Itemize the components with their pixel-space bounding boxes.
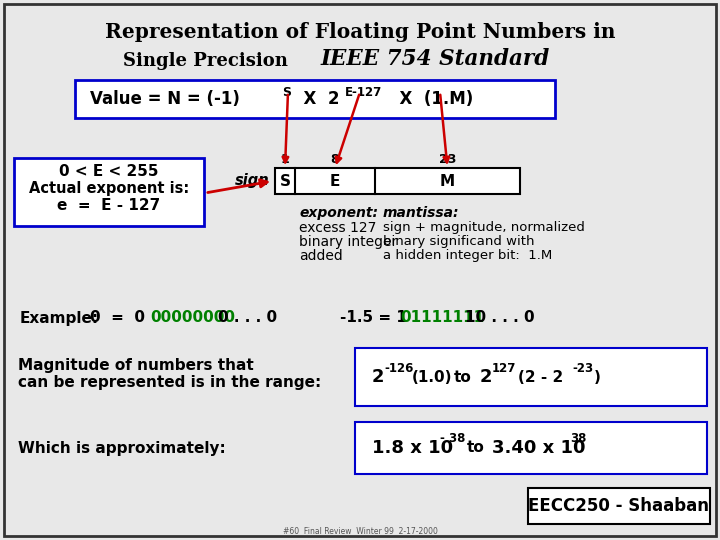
Text: Representation of Floating Point Numbers in: Representation of Floating Point Numbers… (104, 22, 616, 42)
Text: IEEE 754 Standard: IEEE 754 Standard (320, 48, 549, 70)
Text: Example:: Example: (20, 310, 99, 326)
Bar (275, 168, 520, 194)
Text: e  =  E - 127: e = E - 127 (58, 199, 161, 213)
Text: can be represented is in the range:: can be represented is in the range: (18, 375, 321, 390)
Text: S: S (282, 85, 291, 98)
Text: (2 - 2: (2 - 2 (518, 369, 563, 384)
Text: 38: 38 (570, 433, 586, 446)
Text: 01111111: 01111111 (400, 310, 484, 326)
Text: (1.0): (1.0) (412, 369, 452, 384)
Text: 23: 23 (438, 153, 456, 166)
Text: X  (1.M): X (1.M) (388, 90, 473, 108)
Text: Value = N = (-1): Value = N = (-1) (90, 90, 240, 108)
Text: Single Precision: Single Precision (122, 52, 287, 70)
Text: 3.40 x 10: 3.40 x 10 (492, 439, 585, 457)
Text: - 38: - 38 (440, 433, 465, 446)
Text: sign + magnitude, normalized: sign + magnitude, normalized (383, 221, 585, 234)
Text: 2: 2 (372, 368, 384, 386)
Text: 2: 2 (480, 368, 492, 386)
Text: 8: 8 (330, 153, 339, 166)
Text: 10 . . . 0: 10 . . . 0 (465, 310, 535, 326)
Text: M: M (440, 173, 455, 188)
Bar (14, 158, 204, 226)
Text: -126: -126 (384, 361, 413, 375)
Text: added: added (299, 249, 343, 263)
Text: #60  Final Review  Winter 99  2-17-2000: #60 Final Review Winter 99 2-17-2000 (282, 528, 438, 537)
Text: E-127: E-127 (345, 85, 382, 98)
Text: E: E (330, 173, 340, 188)
Text: mantissa:: mantissa: (383, 206, 459, 220)
Bar (355, 422, 707, 474)
Text: 0 . . . 0: 0 . . . 0 (218, 310, 277, 326)
Text: X  2: X 2 (292, 90, 340, 108)
Text: 127: 127 (492, 361, 516, 375)
Text: S: S (279, 173, 290, 188)
Text: binary significand with: binary significand with (383, 235, 534, 248)
Text: 1.8 x 10: 1.8 x 10 (372, 439, 453, 457)
Bar (75, 80, 555, 118)
Text: Actual exponent is:: Actual exponent is: (29, 180, 189, 195)
Text: EECC250 - Shaaban: EECC250 - Shaaban (528, 497, 709, 515)
Text: 0  =  0: 0 = 0 (90, 310, 145, 326)
Text: exponent:: exponent: (299, 206, 378, 220)
Text: -23: -23 (572, 361, 593, 375)
Text: ): ) (594, 369, 601, 384)
Text: binary integer: binary integer (299, 235, 397, 249)
Text: a hidden integer bit:  1.M: a hidden integer bit: 1.M (383, 249, 552, 262)
Text: to: to (454, 369, 472, 384)
Text: 00000000: 00000000 (150, 310, 235, 326)
Bar (528, 488, 710, 524)
Bar (355, 348, 707, 406)
Text: 1: 1 (281, 153, 289, 166)
Text: -1.5 = 1: -1.5 = 1 (340, 310, 407, 326)
Text: 0 < E < 255: 0 < E < 255 (59, 164, 158, 179)
Text: Which is approximately:: Which is approximately: (18, 441, 226, 456)
Text: sign: sign (235, 173, 269, 188)
Text: Magnitude of numbers that: Magnitude of numbers that (18, 358, 253, 373)
Text: to: to (467, 441, 485, 456)
Text: excess 127: excess 127 (299, 221, 377, 235)
